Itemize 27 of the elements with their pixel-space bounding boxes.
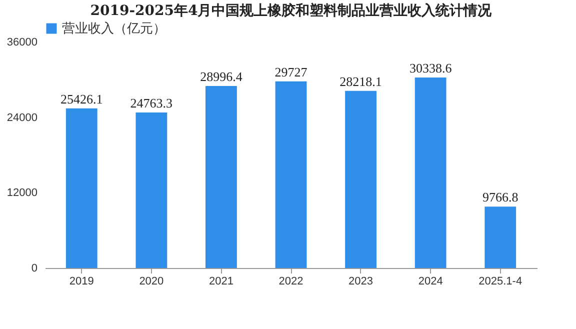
- data-label: 25426.1: [60, 91, 103, 106]
- bar: [414, 78, 446, 268]
- bar: [66, 108, 98, 268]
- bar: [484, 206, 516, 268]
- data-label: 24763.3: [130, 96, 173, 111]
- x-tick-label: 2024: [418, 276, 443, 288]
- x-tick-label: 2023: [348, 276, 374, 288]
- chart-title: 2019-2025年4月中国规上橡胶和塑料制品业营业收入统计情况: [90, 2, 493, 19]
- y-tick-label: 12000: [6, 187, 38, 200]
- bar: [206, 86, 237, 268]
- data-label: 9766.8: [482, 190, 518, 205]
- bar: [345, 90, 376, 268]
- data-label: 28996.4: [200, 68, 243, 84]
- x-tick-label: 2022: [278, 276, 304, 288]
- bar: [275, 81, 307, 268]
- bar: [136, 112, 168, 268]
- x-tick-label: 2019: [69, 276, 94, 288]
- x-tick-label: 2021: [208, 276, 234, 288]
- y-tick-label: 0: [31, 262, 38, 274]
- legend-label: 营业收入（亿元）: [62, 20, 166, 36]
- y-tick-label: 24000: [6, 112, 38, 124]
- data-label: 28218.1: [340, 74, 382, 89]
- y-tick-label: 36000: [6, 36, 38, 48]
- data-label: 30338.6: [409, 60, 452, 76]
- x-tick-label: 2020: [139, 276, 164, 288]
- x-tick-label: 2025.1-4: [478, 276, 522, 288]
- data-label: 29727: [274, 64, 308, 80]
